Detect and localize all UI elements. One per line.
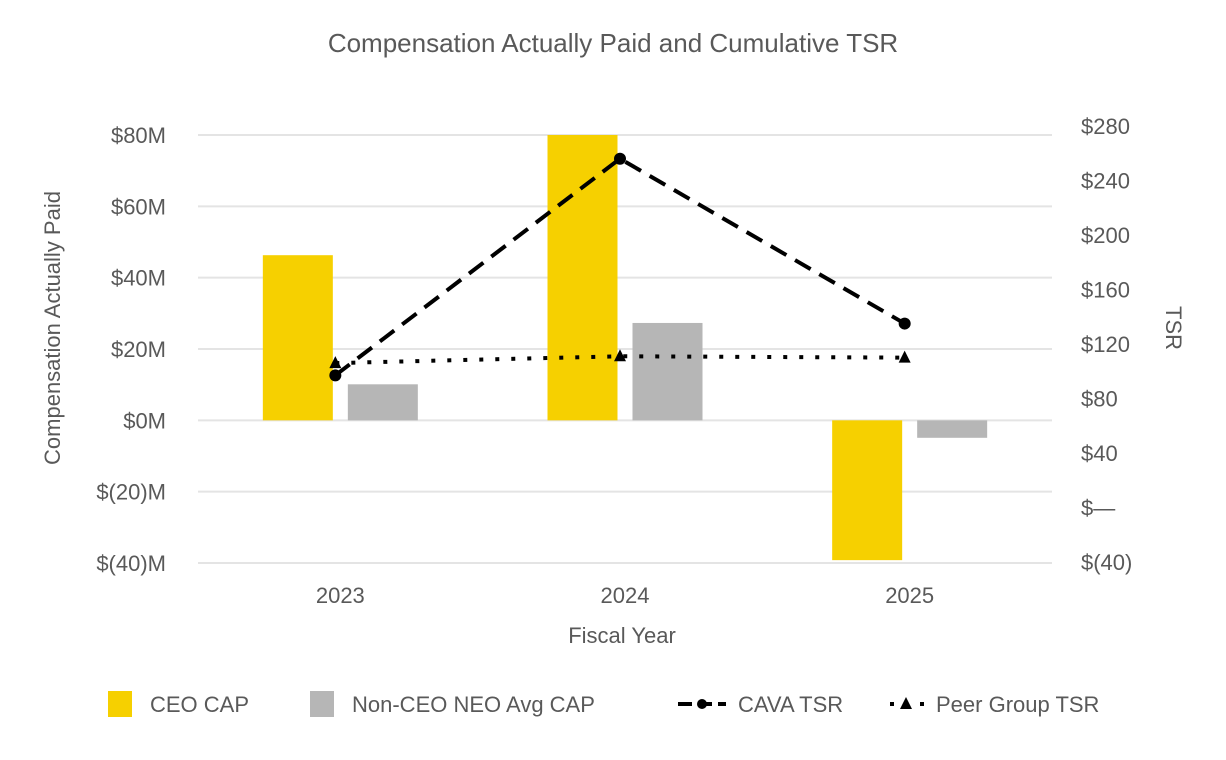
- gridlines: [198, 134, 1052, 564]
- legend-label-peer-group-tsr: Peer Group TSR: [936, 692, 1099, 717]
- line-cava-tsr: [334, 156, 906, 377]
- y-tick-label: $40M: [111, 266, 166, 291]
- x-tick-label: 2023: [316, 583, 365, 608]
- marker-peer-group-tsr-2024: [614, 349, 626, 362]
- x-axis-ticks: 2023 2024 2025: [316, 583, 934, 608]
- legend-swatch-ceo-cap: [108, 691, 132, 717]
- bar-ceo-cap-2025: [832, 420, 903, 561]
- marker-cava-tsr-2023: [329, 369, 342, 382]
- y-tick-label: $60M: [111, 194, 166, 219]
- y2-tick-label: $(40): [1081, 550, 1132, 575]
- y2-tick-label: $—: [1081, 496, 1115, 521]
- y2-tick-label: $160: [1081, 278, 1130, 303]
- marker-cava-tsr-2025: [898, 317, 911, 330]
- y-tick-label: $(20)M: [96, 480, 166, 505]
- y-tick-label: $0M: [123, 408, 166, 433]
- y2-tick-label: $80: [1081, 387, 1118, 412]
- bar-non-ceo-neo-avg-cap-2025: [917, 420, 988, 438]
- marker-peer-group-tsr-2025: [898, 350, 911, 363]
- y-tick-label: $20M: [111, 337, 166, 362]
- x-tick-label: 2024: [601, 583, 650, 608]
- y2-tick-label: $200: [1081, 223, 1130, 248]
- x-tick-label: 2025: [885, 583, 934, 608]
- legend-marker-peer-group-tsr: [900, 697, 912, 709]
- bar-non-ceo-neo-avg-cap-2023: [347, 384, 418, 421]
- y2-axis-ticks: $280 $240 $200 $160 $120 $80 $40 $— $(40): [1081, 114, 1132, 575]
- y2-tick-label: $280: [1081, 114, 1130, 139]
- marker-peer-group-tsr-2023: [329, 356, 342, 369]
- chart-title: Compensation Actually Paid and Cumulativ…: [328, 28, 898, 58]
- bar-ceo-cap-2024: [547, 135, 618, 421]
- y-tick-label: $80M: [111, 123, 166, 148]
- bar-ceo-cap-2023: [262, 255, 333, 421]
- legend-dot-peer-group-tsr: [920, 702, 924, 706]
- y2-tick-label: $40: [1081, 441, 1118, 466]
- y2-tick-label: $120: [1081, 332, 1130, 357]
- legend-marker-cava-tsr: [697, 699, 707, 709]
- legend: CEO CAP Non-CEO NEO Avg CAP CAVA TSR Peer G…: [108, 691, 1099, 717]
- legend-label-cava-tsr: CAVA TSR: [738, 692, 843, 717]
- bar-non-ceo-neo-avg-cap-2024: [632, 322, 703, 421]
- legend-label-ceo-cap: CEO CAP: [150, 692, 249, 717]
- legend-dot-peer-group-tsr: [890, 702, 894, 706]
- marker-cava-tsr-2024: [614, 152, 626, 165]
- x-axis-title: Fiscal Year: [568, 623, 676, 648]
- y-tick-label: $(40)M: [96, 551, 166, 576]
- y2-tick-label: $240: [1081, 169, 1130, 194]
- legend-label-non-ceo-neo-avg-cap: Non-CEO NEO Avg CAP: [352, 692, 595, 717]
- y2-axis-title: TSR: [1161, 306, 1186, 350]
- y-axis-ticks: $80M $60M $40M $20M $0M $(20)M $(40)M: [96, 123, 166, 576]
- lines: [329, 152, 911, 382]
- y-axis-title: Compensation Actually Paid: [40, 191, 65, 465]
- legend-swatch-non-ceo-neo-avg-cap: [310, 691, 334, 717]
- bars: [262, 135, 988, 561]
